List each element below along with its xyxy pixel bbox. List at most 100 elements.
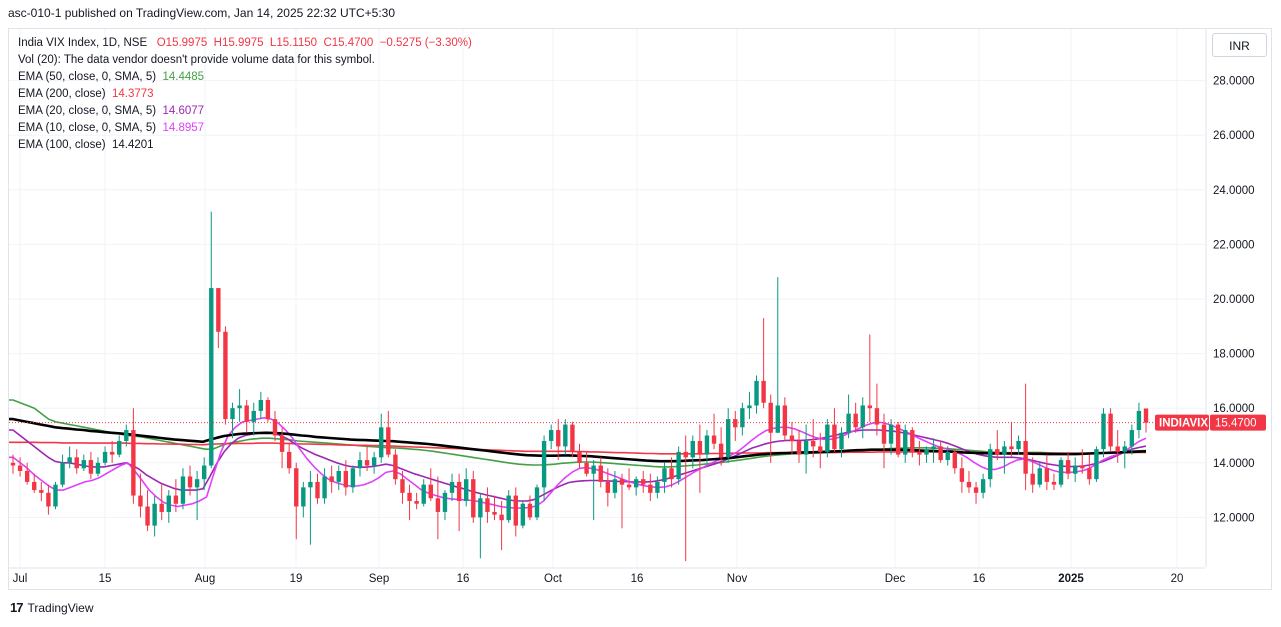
candle-body: [81, 460, 87, 469]
candle-body: [704, 435, 710, 455]
indicator-value: 14.4485: [162, 71, 205, 83]
candle: [676, 446, 681, 485]
symbol-ohlc-row[interactable]: India VIX Index, 1D, NSE O15.9975 H15.99…: [18, 35, 472, 52]
volume-note[interactable]: Vol (20): The data vendor doesn't provid…: [18, 54, 375, 66]
price-tick-label: 26.0000: [1213, 130, 1255, 142]
candle: [782, 397, 788, 441]
candle: [1122, 440, 1127, 469]
candle-body: [803, 440, 809, 455]
indicator-ema10[interactable]: EMA (10, close, 0, SMA, 5) 14.8957: [18, 120, 472, 137]
candle-body: [541, 440, 547, 488]
candle: [131, 408, 136, 504]
candle: [1094, 446, 1099, 482]
candle-body: [471, 479, 476, 518]
candle: [1143, 408, 1149, 433]
candle-body: [131, 430, 136, 496]
candle: [641, 470, 646, 493]
price-tick-label: 20.0000: [1213, 294, 1255, 306]
candle: [910, 427, 915, 458]
candle-body: [1051, 481, 1057, 485]
candle-body: [24, 470, 30, 482]
candle-body: [556, 430, 561, 447]
candle-body: [485, 498, 490, 512]
indicator-ema100[interactable]: EMA (100, close) 14.4201: [18, 137, 472, 154]
candle-body: [46, 492, 51, 507]
candle: [825, 419, 830, 458]
candle-body: [478, 498, 483, 518]
candle: [209, 211, 214, 469]
candle-body: [626, 484, 632, 488]
candle-body: [435, 498, 441, 512]
candle: [952, 449, 958, 474]
candle: [966, 470, 972, 493]
currency-button[interactable]: INR: [1212, 33, 1267, 57]
indicator-ema200[interactable]: EMA (200, close) 14.3773: [18, 86, 472, 103]
indicator-ema50[interactable]: EMA (50, close, 0, SMA, 5) 14.4485: [18, 69, 472, 86]
candle: [789, 421, 795, 455]
candle-body: [768, 402, 773, 433]
candle-body: [1101, 413, 1106, 450]
candle: [421, 479, 426, 507]
candle: [166, 490, 171, 523]
candle: [754, 375, 759, 414]
candle-body: [789, 435, 795, 441]
candle-body: [874, 408, 880, 425]
candle-body: [88, 460, 94, 474]
price-tag-box: [1210, 414, 1266, 431]
candle-body: [286, 451, 292, 469]
time-tick-label: 16: [973, 573, 986, 585]
candle: [265, 397, 271, 422]
candle: [499, 501, 504, 551]
indicator-label: EMA (10, close, 0, SMA, 5): [18, 122, 157, 134]
candle: [95, 457, 101, 477]
candle: [655, 476, 660, 499]
symbol-label: India VIX Index, 1D, NSE: [18, 37, 148, 49]
candle: [223, 326, 228, 425]
candle-body: [1136, 410, 1142, 431]
candle-body: [683, 451, 688, 458]
price-tick-label: 28.0000: [1213, 76, 1255, 88]
candle: [294, 462, 299, 540]
indicator-ema20[interactable]: EMA (20, close, 0, SMA, 5) 14.6077: [18, 103, 472, 120]
candle: [662, 462, 667, 493]
candle: [895, 421, 901, 458]
candle-body: [223, 331, 228, 420]
candle-body: [818, 446, 823, 452]
candle: [67, 446, 72, 469]
candle: [648, 473, 653, 502]
candle: [343, 460, 349, 496]
time-tick-label: 15: [99, 573, 112, 585]
candle-body: [386, 427, 391, 455]
candle-body: [117, 440, 122, 455]
candle-body: [301, 487, 306, 507]
candle: [605, 468, 611, 507]
candle-body: [754, 380, 759, 406]
candle-body: [315, 481, 320, 499]
candle-body: [1087, 468, 1092, 480]
chart-legend: India VIX Index, 1D, NSE O15.9975 H15.99…: [18, 35, 472, 154]
candle-body: [669, 468, 674, 480]
indicator-value: 14.4201: [111, 139, 154, 151]
footer-brand[interactable]: 17 TradingView: [10, 600, 94, 615]
candle: [881, 413, 887, 469]
price-tick-label: 12.0000: [1213, 512, 1255, 524]
candle: [959, 457, 965, 493]
candle: [1129, 424, 1135, 455]
candle: [237, 389, 242, 422]
candle: [386, 410, 391, 458]
close-prefix: C: [323, 37, 332, 49]
candle-body: [1023, 440, 1028, 474]
candle: [563, 419, 568, 455]
candle: [867, 334, 873, 422]
candle-body: [464, 479, 469, 502]
last-price-tag[interactable]: INDIAVIX 15.4700: [1155, 414, 1266, 431]
candle-body: [1108, 413, 1113, 447]
candle-body: [1129, 430, 1135, 447]
candle-body: [53, 484, 58, 507]
candle: [556, 419, 561, 461]
candle: [32, 473, 37, 493]
candle-body: [619, 479, 625, 485]
candle: [740, 402, 745, 436]
ema-line-0: [9, 399, 1147, 468]
